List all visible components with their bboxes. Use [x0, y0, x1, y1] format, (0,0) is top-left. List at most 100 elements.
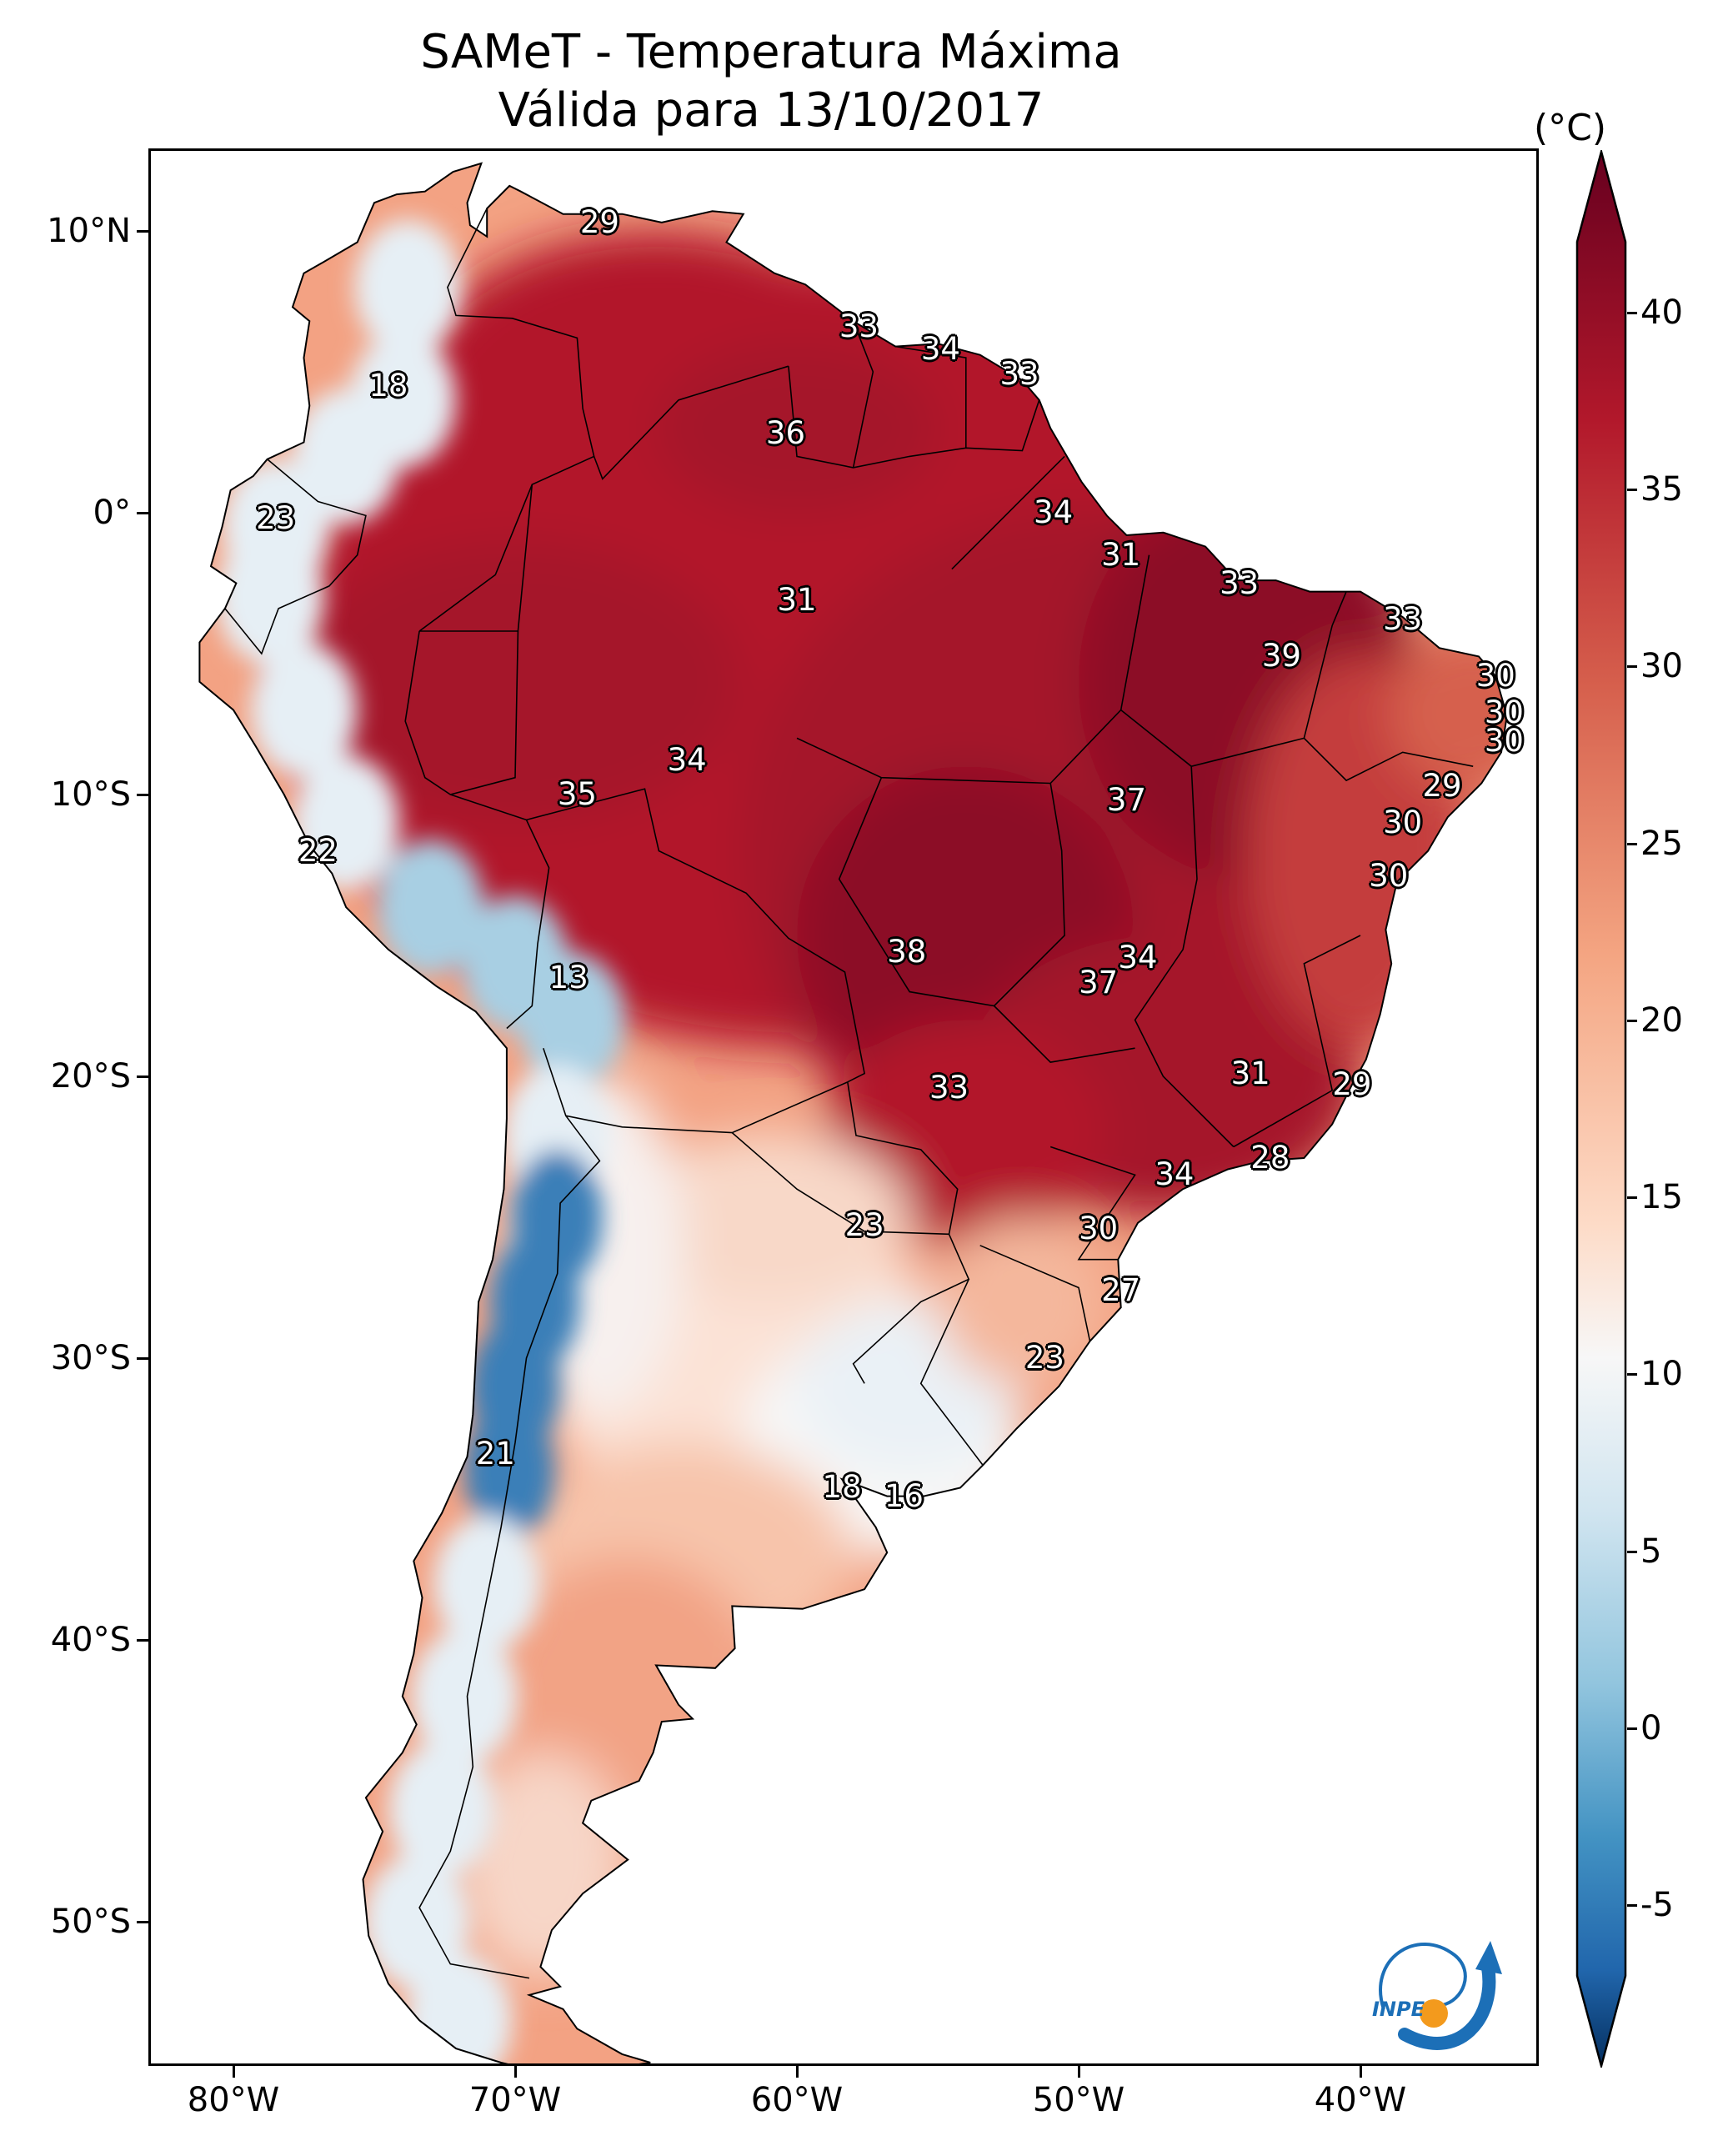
- station-value: 29: [1332, 1066, 1372, 1103]
- temperature-blob: [628, 1132, 910, 1302]
- temperature-blob: [938, 1217, 1107, 1386]
- station-value: 27: [1101, 1271, 1141, 1308]
- station-value: 37: [1079, 965, 1119, 1001]
- andes-cold-band: [388, 1741, 496, 1877]
- station-value: 33: [839, 308, 879, 344]
- colorbar-tick-mark: [1627, 665, 1637, 669]
- border-line: [404, 630, 519, 795]
- title-line-2: Válida para 13/10/2017: [498, 83, 1044, 138]
- temperature-blob: [1388, 625, 1507, 795]
- colorbar-tick-mark: [1627, 1196, 1637, 1200]
- colorbar-tick-label: 25: [1640, 824, 1683, 863]
- coastline: [198, 162, 1508, 2063]
- title-line-1: SAMeT - Temperatura Máxima: [420, 25, 1122, 79]
- colorbar-tick-mark: [1627, 1550, 1637, 1553]
- colorbar-tick-label: 40: [1640, 293, 1683, 332]
- station-value: 30: [1484, 694, 1524, 730]
- station-value: 39: [1261, 638, 1301, 674]
- station-value: 29: [1422, 767, 1462, 804]
- colorbar-tick-label: -5: [1640, 1886, 1674, 1925]
- border-line: [994, 1005, 1135, 1063]
- station-value: 34: [1118, 940, 1158, 976]
- andes-cold-band: [410, 1628, 518, 1764]
- border-line: [1119, 554, 1150, 710]
- temperature-map: [198, 162, 1508, 2063]
- lon-tick-mark: [514, 2066, 517, 2078]
- station-value: 13: [548, 959, 589, 995]
- lon-tick-label: 50°W: [1032, 2081, 1125, 2119]
- lon-tick-label: 40°W: [1314, 2081, 1407, 2119]
- colorbar-unit: (°C): [1534, 107, 1607, 149]
- lon-tick-mark: [1360, 2066, 1362, 2078]
- station-value: 31: [1230, 1055, 1270, 1091]
- map-panel: [148, 148, 1539, 2066]
- station-value: 30: [1369, 858, 1409, 895]
- station-value: 34: [667, 742, 707, 779]
- lat-tick-label: 20°S: [50, 1057, 131, 1096]
- border-line: [224, 459, 367, 655]
- border-line: [1233, 935, 1361, 1148]
- colorbar-tick-label: 0: [1640, 1708, 1662, 1747]
- station-value: 18: [822, 1469, 862, 1506]
- station-value: 37: [1106, 781, 1146, 818]
- inpe-logo: INPE: [1372, 1941, 1502, 2050]
- station-value: 33: [929, 1069, 969, 1106]
- andes-cold-band: [354, 219, 462, 355]
- station-value: 23: [1024, 1340, 1064, 1376]
- station-value: 30: [1484, 722, 1524, 759]
- border-line: [919, 1279, 984, 1466]
- station-value: 33: [1220, 564, 1260, 601]
- station-value: 28: [1250, 1140, 1290, 1176]
- border-line: [447, 208, 595, 457]
- station-value: 36: [765, 415, 806, 452]
- station-value: 33: [1383, 601, 1423, 638]
- station-value: 22: [298, 832, 338, 869]
- lon-tick-label: 70°W: [468, 2081, 562, 2119]
- lat-tick-label: 50°S: [50, 1903, 131, 1941]
- border-line: [419, 365, 789, 632]
- country-borders: [224, 208, 1474, 1979]
- station-value: 21: [475, 1435, 515, 1472]
- lon-tick-mark: [1078, 2066, 1080, 2078]
- station-value: 38: [887, 934, 927, 970]
- andes-cold-band: [377, 840, 484, 975]
- station-value: 29: [579, 203, 619, 240]
- lat-tick-mark: [137, 230, 148, 233]
- lat-tick-label: 0°: [93, 494, 131, 532]
- lat-tick-mark: [137, 1075, 148, 1078]
- station-value: 30: [1079, 1210, 1119, 1246]
- station-value: 35: [557, 776, 597, 812]
- lon-tick-mark: [233, 2066, 235, 2078]
- station-value: 34: [1034, 494, 1074, 530]
- colorbar-tick-label: 35: [1640, 470, 1683, 509]
- border-line: [1049, 1146, 1136, 1261]
- border-line: [979, 1245, 1091, 1341]
- lon-tick-label: 60°W: [750, 2081, 844, 2119]
- colorbar-tick-mark: [1627, 489, 1637, 492]
- border-line: [418, 484, 533, 632]
- station-value: 31: [1101, 536, 1141, 573]
- station-value: 16: [884, 1477, 924, 1514]
- lat-tick-label: 10°N: [47, 212, 131, 250]
- border-line: [526, 788, 866, 1134]
- colorbar-tick-label: 5: [1640, 1532, 1662, 1571]
- border-line: [1191, 737, 1474, 782]
- andes-cold-band: [250, 642, 358, 778]
- station-value: 34: [920, 330, 960, 367]
- station-value: 33: [999, 356, 1039, 393]
- andes-cold-band: [363, 1853, 470, 1990]
- lat-tick-mark: [137, 1357, 148, 1360]
- colorbar-tick-label: 15: [1640, 1178, 1683, 1217]
- station-value: 31: [777, 581, 817, 618]
- map-title: SAMeT - Temperatura Máxima Válida para 1…: [0, 23, 1542, 140]
- temperature-field: [199, 163, 1507, 2063]
- border-line: [796, 709, 1235, 1148]
- lon-tick-mark: [796, 2066, 799, 2078]
- lat-tick-mark: [137, 1921, 148, 1923]
- station-value: 23: [256, 499, 296, 536]
- colorbar-tick-label: 30: [1640, 647, 1683, 686]
- colorbar-tick-mark: [1627, 1727, 1637, 1730]
- station-value: 18: [368, 367, 408, 404]
- lat-tick-label: 30°S: [50, 1339, 131, 1377]
- border-line: [852, 320, 874, 469]
